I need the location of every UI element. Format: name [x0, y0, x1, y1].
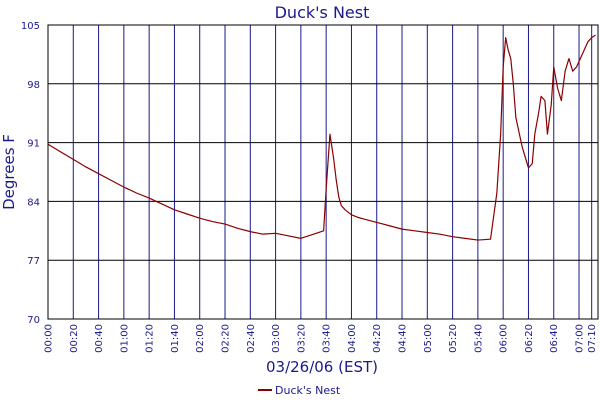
x-tick-label: 00:40 — [94, 324, 105, 353]
y-axis-ticks: 70 77 84 91 98 105 — [21, 21, 40, 326]
x-axis-ticks: 00:00 00:20 00:40 01:00 01:20 01:40 02:00 02:20… — [44, 324, 599, 353]
x-tick-label: 02:20 — [221, 324, 232, 353]
x-tick-label: 04:00 — [347, 324, 358, 353]
plot-frame — [47, 24, 599, 320]
x-tick-label: 02:40 — [246, 324, 257, 353]
x-tick-label: 03:20 — [296, 324, 307, 353]
x-tick-label: 05:20 — [448, 324, 459, 353]
x-tick-label: 04:20 — [372, 324, 383, 353]
series-layer — [47, 34, 596, 241]
legend-label: Duck's Nest — [275, 384, 341, 397]
x-tick-label: 07:00 — [575, 324, 586, 353]
legend: Duck's Nest — [258, 384, 341, 397]
y-tick-label: 84 — [27, 197, 40, 208]
y-axis-label: Degrees F — [0, 134, 18, 210]
y-tick-label: 77 — [27, 256, 40, 267]
x-tick-label: 04:40 — [398, 324, 409, 353]
x-tick-label: 00:00 — [44, 324, 55, 353]
x-tick-label: 03:00 — [271, 324, 282, 353]
x-tick-label: 01:00 — [119, 324, 130, 353]
x-axis-label: 03/26/06 (EST) — [266, 358, 378, 376]
grid-lines — [47, 24, 598, 320]
x-tick-label: 07:10 — [587, 324, 598, 353]
x-tick-label: 01:20 — [145, 324, 156, 353]
series-line — [47, 34, 596, 241]
chart-title: Duck's Nest — [275, 3, 370, 22]
y-tick-label: 70 — [27, 315, 40, 326]
y-tick-label: 98 — [27, 80, 40, 91]
x-tick-label: 02:00 — [195, 324, 206, 353]
x-tick-label: 06:40 — [549, 324, 560, 353]
x-tick-label: 06:00 — [499, 324, 510, 353]
y-tick-label: 105 — [21, 21, 40, 32]
x-tick-label: 05:00 — [423, 324, 434, 353]
x-tick-label: 01:40 — [170, 324, 181, 353]
x-tick-label: 03:40 — [322, 324, 333, 353]
x-tick-label: 00:20 — [69, 324, 80, 353]
y-tick-label: 91 — [27, 139, 40, 150]
x-tick-label: 05:40 — [473, 324, 484, 353]
x-tick-label: 06:20 — [524, 324, 535, 353]
